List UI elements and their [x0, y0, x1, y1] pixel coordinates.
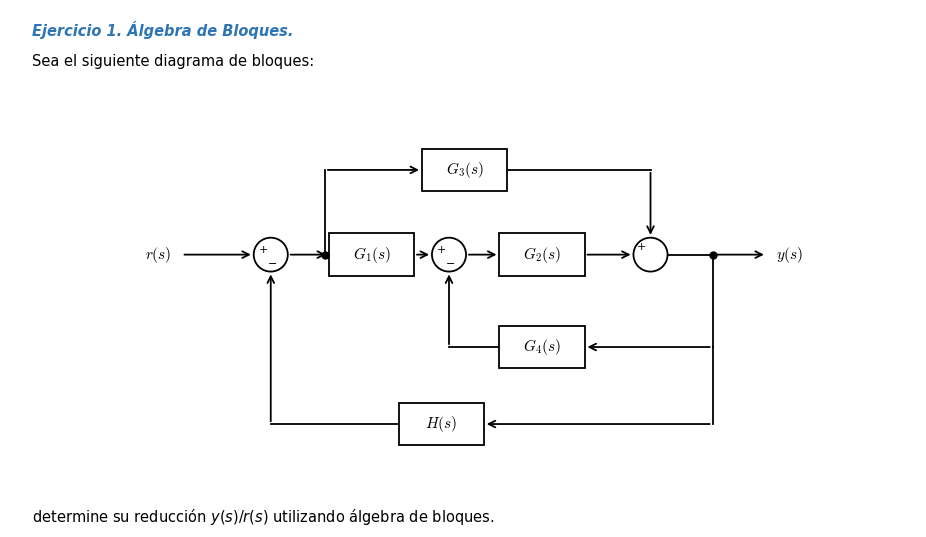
Text: −: − [268, 259, 277, 269]
Text: −: − [446, 259, 456, 269]
Text: $H(s)$: $H(s)$ [425, 414, 457, 434]
Text: $y(s)$: $y(s)$ [777, 245, 804, 265]
Text: $G_3(s)$: $G_3(s)$ [445, 160, 483, 180]
Text: $G_1(s)$: $G_1(s)$ [353, 245, 391, 265]
FancyBboxPatch shape [422, 149, 507, 191]
Text: +: + [258, 245, 268, 256]
Text: $G_2(s)$: $G_2(s)$ [523, 245, 561, 265]
FancyBboxPatch shape [329, 234, 414, 276]
Text: $r(s)$: $r(s)$ [145, 245, 171, 265]
Text: Ejercicio 1. Álgebra de Bloques.: Ejercicio 1. Álgebra de Bloques. [32, 21, 294, 40]
Text: +: + [437, 245, 446, 256]
FancyBboxPatch shape [398, 403, 484, 445]
Text: determine su reducción $y(s)/r(s)$ utilizando álgebra de bloques.: determine su reducción $y(s)/r(s)$ utili… [32, 507, 494, 527]
Text: +: + [636, 242, 645, 252]
Text: $G_4(s)$: $G_4(s)$ [523, 337, 561, 357]
FancyBboxPatch shape [499, 234, 584, 276]
Text: Sea el siguiente diagrama de bloques:: Sea el siguiente diagrama de bloques: [32, 54, 315, 69]
FancyBboxPatch shape [499, 326, 584, 368]
